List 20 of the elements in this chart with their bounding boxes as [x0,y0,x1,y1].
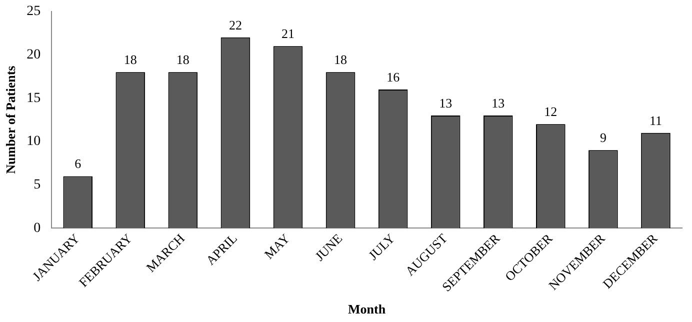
data-label: 16 [386,69,400,84]
data-label: 18 [334,52,348,68]
data-label: 18 [124,52,137,68]
data-label: 18 [176,52,190,68]
y-tick-label: 15 [26,90,41,106]
y-tick-label: 0 [34,220,41,236]
data-label: 12 [544,104,558,120]
data-label: 9 [600,130,606,146]
data-label: 11 [649,112,662,128]
data-label: 6 [74,156,82,172]
y-tick-label: 5 [34,178,41,193]
y-tick-label: 25 [26,4,41,20]
data-label: 13 [492,95,505,110]
y-tick-label: 20 [26,47,41,62]
data-label: 13 [439,95,452,110]
data-label: 22 [228,17,242,32]
data-label: 21 [282,26,294,42]
y-tick-label: 10 [26,134,41,150]
y-axis-title: Number of Patients [3,66,18,174]
x-axis-title: Month [348,302,386,317]
